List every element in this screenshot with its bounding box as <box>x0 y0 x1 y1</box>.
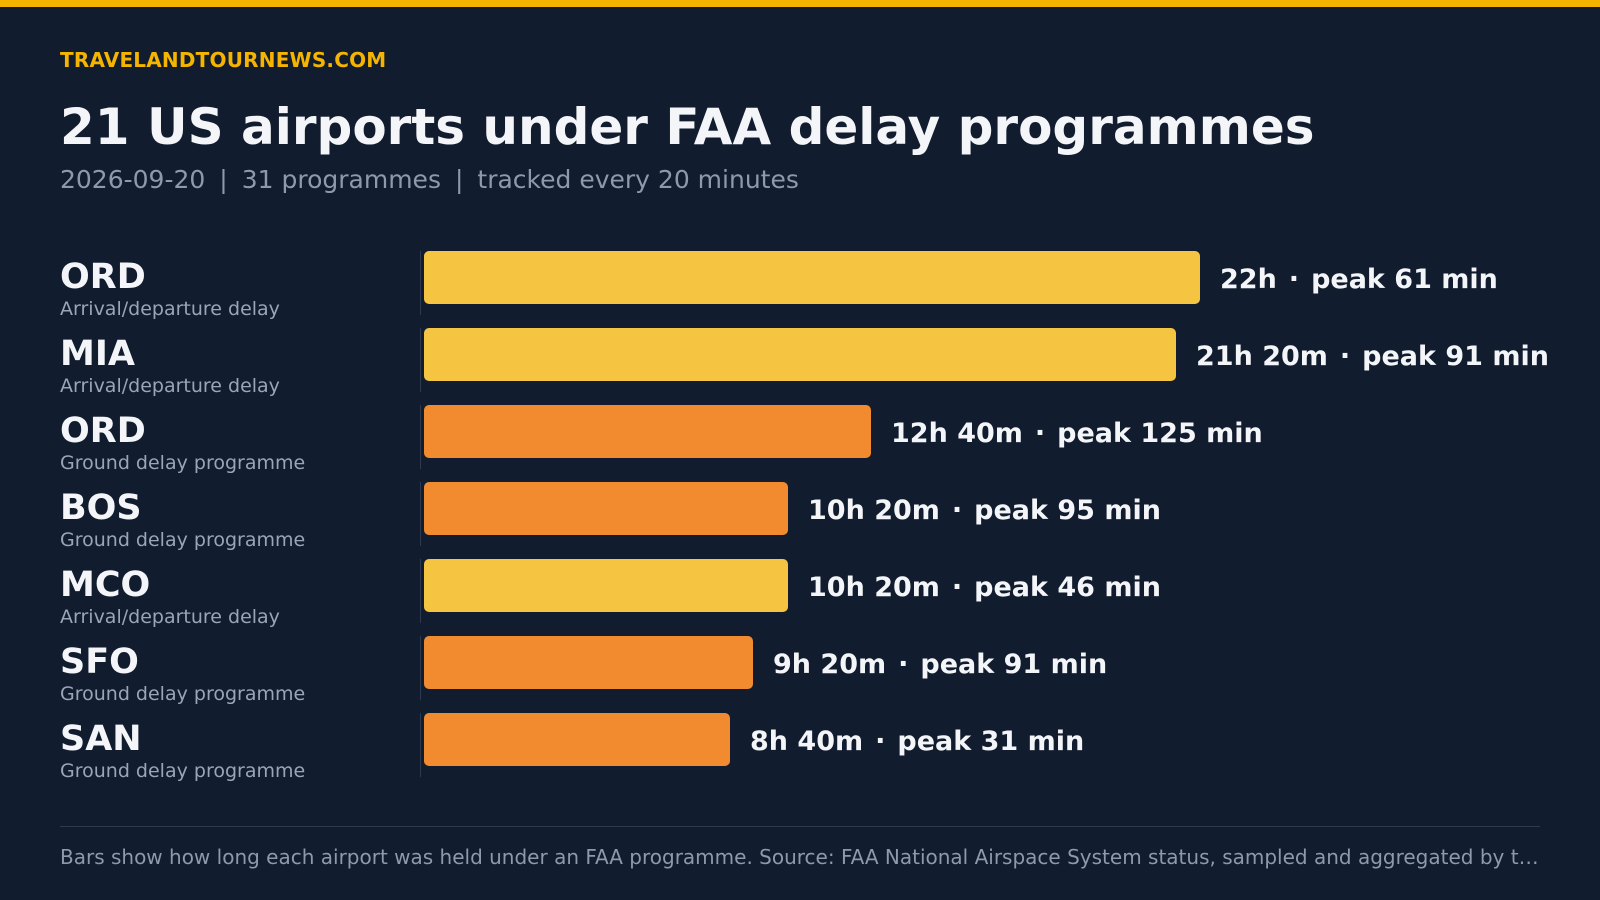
bar-value-label: 9h 20m · peak 91 min <box>773 642 1107 688</box>
programme-type-label: Arrival/departure delay <box>60 375 280 397</box>
programme-type-label: Ground delay programme <box>60 760 306 782</box>
bar-value-label: 22h · peak 61 min <box>1220 257 1498 303</box>
bar-value-label: 8h 40m · peak 31 min <box>750 719 1084 765</box>
separator-dot: · <box>951 495 963 526</box>
separator-dot: · <box>1034 418 1046 449</box>
duration-label: 10h 20m <box>808 495 940 526</box>
bar-row: BOS Ground delay programme 10h 20m · peak 95… <box>0 482 1600 564</box>
footnote: Bars show how long each airport was held… <box>60 845 1540 869</box>
peak-label: peak 125 min <box>1057 418 1263 449</box>
programme-type-label: Ground delay programme <box>60 683 306 705</box>
duration-bar <box>424 251 1200 304</box>
airport-code-label: SFO <box>60 642 139 682</box>
separator-dot: · <box>1288 264 1300 295</box>
peak-label: peak 46 min <box>974 572 1161 603</box>
axis-line <box>420 559 421 623</box>
bar-row: ORD Ground delay programme 12h 40m · peak 12… <box>0 405 1600 487</box>
programme-type-label: Ground delay programme <box>60 452 306 474</box>
axis-line <box>420 405 421 469</box>
bar-value-label: 21h 20m · peak 91 min <box>1196 334 1549 380</box>
separator-dot: · <box>898 649 909 680</box>
subtitle-date: 2026-09-20 <box>60 165 206 194</box>
duration-bar <box>424 636 753 689</box>
bar-row: SFO Ground delay programme 9h 20m · peak 91 … <box>0 636 1600 718</box>
separator-dot: · <box>875 726 886 757</box>
programme-type-label: Ground delay programme <box>60 529 306 551</box>
bar-value-label: 12h 40m · peak 125 min <box>891 411 1263 457</box>
top-accent-bar <box>0 0 1600 7</box>
duration-bar <box>424 328 1176 381</box>
bar-value-label: 10h 20m · peak 46 min <box>808 565 1161 611</box>
bar-row: MIA Arrival/departure delay 21h 20m · peak 9… <box>0 328 1600 410</box>
duration-bar <box>424 482 788 535</box>
separator-dot: · <box>951 572 963 603</box>
subtitle-separator: | <box>219 165 228 194</box>
peak-label: peak 31 min <box>897 726 1085 757</box>
bar-value-label: 10h 20m · peak 95 min <box>808 488 1161 534</box>
airport-code-label: SAN <box>60 719 142 759</box>
duration-label: 10h 20m <box>808 572 940 603</box>
subtitle-tracking-interval: tracked every 20 minutes <box>477 165 799 194</box>
axis-line <box>420 328 421 392</box>
airport-code-label: BOS <box>60 488 142 528</box>
airport-code-label: ORD <box>60 257 146 297</box>
duration-label: 12h 40m <box>891 418 1023 449</box>
separator-dot: · <box>1339 341 1351 372</box>
duration-label: 9h 20m <box>773 649 887 680</box>
peak-label: peak 95 min <box>974 495 1161 526</box>
duration-label: 8h 40m <box>750 726 864 757</box>
programme-type-label: Arrival/departure delay <box>60 298 280 320</box>
programme-type-label: Arrival/departure delay <box>60 606 280 628</box>
axis-line <box>420 636 421 700</box>
brand-name: TRAVELANDTOURNEWS.COM <box>60 48 387 72</box>
bar-row: ORD Arrival/departure delay 22h · peak 61 mi… <box>0 251 1600 333</box>
duration-bar <box>424 713 730 766</box>
airport-code-label: ORD <box>60 411 146 451</box>
footer-divider <box>60 826 1540 827</box>
axis-line <box>420 482 421 546</box>
axis-line <box>420 251 421 315</box>
duration-bar <box>424 559 788 612</box>
bar-row: MCO Arrival/departure delay 10h 20m · peak 4… <box>0 559 1600 641</box>
axis-line <box>420 713 421 777</box>
chart-subtitle: 2026-09-20 | 31 programmes | tracked every 2… <box>60 165 799 194</box>
chart-title: 21 US airports under FAA delay programme… <box>60 98 1315 156</box>
duration-bar <box>424 405 871 458</box>
subtitle-separator: | <box>454 165 464 194</box>
subtitle-programme-count: 31 programmes <box>241 165 441 194</box>
duration-label: 21h 20m <box>1196 341 1328 372</box>
airport-code-label: MIA <box>60 334 135 374</box>
bar-row: SAN Ground delay programme 8h 40m · peak 31 … <box>0 713 1600 795</box>
peak-label: peak 91 min <box>920 649 1108 680</box>
duration-label: 22h <box>1220 264 1277 295</box>
airport-code-label: MCO <box>60 565 151 605</box>
peak-label: peak 61 min <box>1311 264 1498 295</box>
peak-label: peak 91 min <box>1362 341 1549 372</box>
